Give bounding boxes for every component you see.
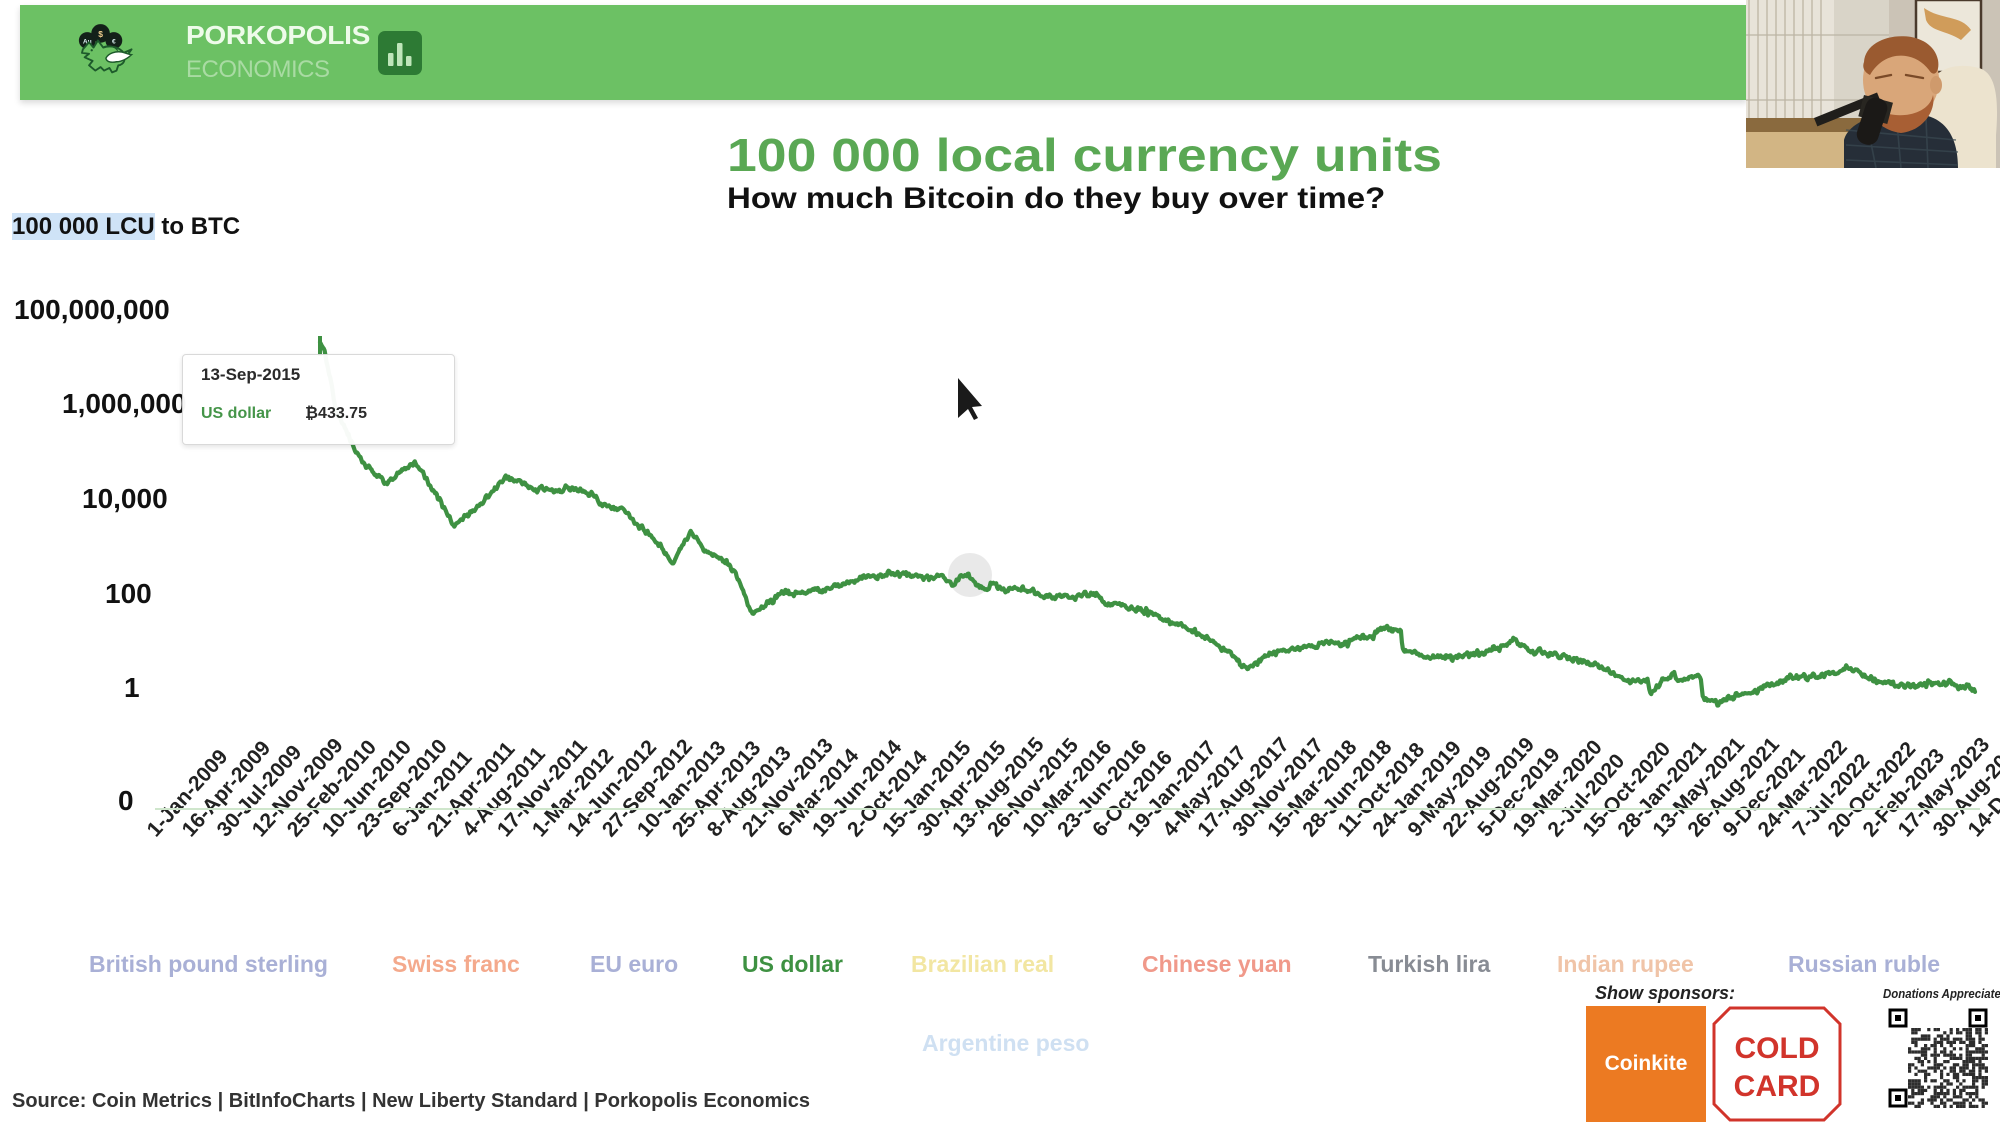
svg-text:$: $ xyxy=(98,29,103,39)
svg-text:€: € xyxy=(112,39,116,46)
svg-text:CARD: CARD xyxy=(1734,1070,1821,1103)
svg-text:COLD: COLD xyxy=(1735,1032,1820,1065)
